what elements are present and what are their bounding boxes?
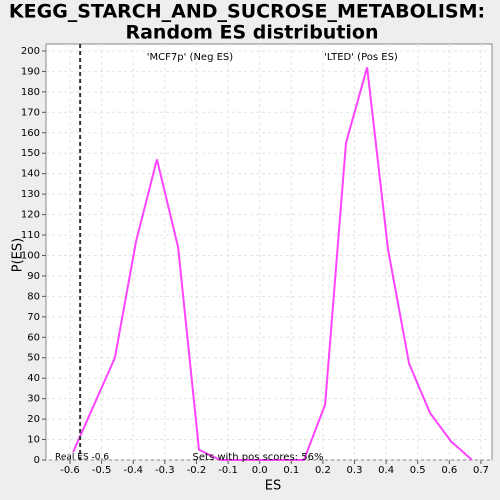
x-tick-label: -0.2 (187, 465, 207, 476)
y-tick-label: 190 (21, 66, 40, 77)
y-tick-label: 200 (21, 46, 40, 57)
y-tick-label: 70 (27, 312, 40, 323)
y-tick-label: 100 (21, 250, 40, 261)
x-tick-label: 0.3 (347, 465, 363, 476)
x-tick-label: -0.6 (60, 465, 80, 476)
y-tick-label: 90 (27, 271, 40, 282)
chart-title: Random ES distribution (125, 22, 378, 44)
y-tick-label: 20 (27, 414, 40, 425)
y-tick-label: 60 (27, 332, 40, 343)
x-tick-label: -0.3 (155, 465, 175, 476)
y-axis-label: P(ES) (11, 238, 26, 272)
x-tick-label: 0.2 (315, 465, 331, 476)
x-tick-label: 0.5 (410, 465, 426, 476)
es-line (72, 67, 473, 461)
annotation: Real ES -0.6 (55, 453, 109, 463)
y-tick-label: 50 (27, 353, 40, 364)
x-axis-label: ES (265, 479, 281, 494)
chart-title: KEGG_STARCH_AND_SUCROSE_METABOLISM: (9, 1, 485, 23)
annotation: 'LTED' (Pos ES) (324, 52, 398, 63)
y-tick-label: 10 (27, 435, 40, 446)
x-tick-label: 0.0 (252, 465, 268, 476)
y-tick-label: 80 (27, 291, 40, 302)
y-tick-label: 180 (21, 87, 40, 98)
y-tick-label: 150 (21, 148, 40, 159)
x-tick-label: -0.1 (218, 465, 238, 476)
y-tick-label: 0 (34, 455, 40, 466)
x-tick-label: 0.7 (473, 465, 489, 476)
y-tick-label: 170 (21, 107, 40, 118)
annotation: Sets with pos scores: 56% (193, 452, 324, 463)
x-tick-label: -0.4 (123, 465, 143, 476)
y-tick-label: 160 (21, 128, 40, 139)
y-tick-label: 130 (21, 189, 40, 200)
x-tick-label: -0.5 (92, 465, 112, 476)
y-tick-label: 110 (21, 230, 40, 241)
annotation: 'MCF7p' (Neg ES) (147, 52, 233, 63)
y-tick-label: 120 (21, 210, 40, 221)
y-tick-label: 140 (21, 169, 40, 180)
plot-area (45, 43, 493, 461)
x-tick-label: 0.1 (283, 465, 299, 476)
y-tick-label: 40 (27, 373, 40, 384)
x-tick-label: 0.6 (441, 465, 457, 476)
x-tick-label: 0.4 (378, 465, 394, 476)
y-tick-label: 30 (27, 394, 40, 405)
